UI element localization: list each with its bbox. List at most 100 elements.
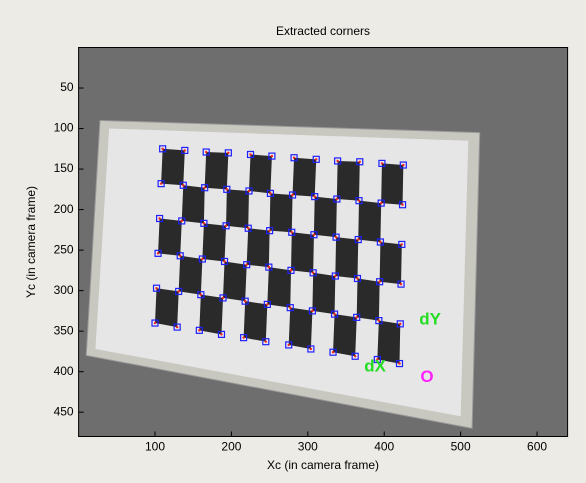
corner-dot (227, 152, 229, 154)
x-tick-label: 100 (145, 440, 165, 454)
corner-dot (401, 243, 403, 245)
corner-dot (313, 234, 315, 236)
corner-dot (335, 236, 337, 238)
corner-dot (354, 355, 356, 357)
corner-dot (334, 275, 336, 277)
y-tick-label: 450 (54, 404, 74, 418)
corner-dot (291, 231, 293, 233)
figure: Extracted corners Xc (in camera frame) Y… (0, 0, 586, 478)
corner-dot (242, 336, 244, 338)
corner-dot (293, 157, 295, 159)
corner-dot (333, 313, 335, 315)
y-tick-label: 250 (54, 242, 74, 256)
checker-square (270, 193, 293, 232)
checker-square (337, 161, 360, 201)
y-tick-label: 350 (54, 323, 74, 337)
corner-dot (379, 241, 381, 243)
corner-dot (268, 266, 270, 268)
corner-dot (158, 217, 160, 219)
annotation: dX (364, 356, 386, 375)
checker-square (380, 242, 402, 284)
corner-dot (220, 333, 222, 335)
corner-dot (222, 297, 224, 299)
corner-dot (311, 310, 313, 312)
corner-dot (310, 348, 312, 350)
corner-dot (155, 287, 157, 289)
checker-square (161, 149, 185, 185)
corner-dot (359, 161, 361, 163)
corner-dot (398, 362, 400, 364)
x-tick-label: 300 (298, 440, 318, 454)
corner-dot (288, 344, 290, 346)
corner-dot (200, 293, 202, 295)
annotation: O (420, 367, 433, 386)
corner-dot (358, 199, 360, 201)
corner-dot (223, 260, 225, 262)
x-tick-label: 400 (374, 440, 394, 454)
corner-dot (160, 182, 162, 184)
corner-dot (245, 263, 247, 265)
corner-dot (336, 198, 338, 200)
corner-dot (291, 194, 293, 196)
y-tick-label: 200 (54, 202, 74, 216)
corner-dot (244, 300, 246, 302)
corner-dot (161, 148, 163, 150)
annotation: dY (419, 309, 441, 328)
y-tick-label: 100 (54, 121, 74, 135)
corner-dot (378, 281, 380, 283)
corner-dot (269, 192, 271, 194)
corner-dot (313, 195, 315, 197)
corner-dot (356, 277, 358, 279)
y-tick-label: 150 (54, 161, 74, 175)
corner-dot (266, 303, 268, 305)
corner-dot (271, 155, 273, 157)
checker-square (335, 237, 358, 278)
corner-dot (226, 188, 228, 190)
corner-dot (249, 153, 251, 155)
corner-dot (356, 316, 358, 318)
corner-dot (378, 319, 380, 321)
y-tick-label: 300 (54, 283, 74, 297)
corner-dot (290, 269, 292, 271)
corner-dot (357, 238, 359, 240)
x-axis-label: Xc (in camera frame) (267, 458, 379, 472)
corner-dot (336, 160, 338, 162)
x-tick-label: 600 (527, 440, 547, 454)
corner-dot (312, 272, 314, 274)
chart-title: Extracted corners (276, 24, 370, 38)
checker-square (291, 232, 314, 273)
corner-dot (315, 158, 317, 160)
corner-dot (177, 290, 179, 292)
checker-square (293, 158, 317, 197)
corner-dot (179, 255, 181, 257)
corner-dot (225, 225, 227, 227)
corner-dot (401, 204, 403, 206)
checker-square (314, 197, 337, 238)
x-tick-label: 200 (221, 440, 241, 454)
corner-dot (203, 222, 205, 224)
corner-dot (181, 220, 183, 222)
corner-dot (402, 164, 404, 166)
corner-dot (176, 326, 178, 328)
corner-dot (265, 340, 267, 342)
y-tick-label: 400 (54, 364, 74, 378)
corner-dot (248, 190, 250, 192)
checker-square (381, 163, 403, 204)
corner-dot (381, 162, 383, 164)
corner-dot (198, 329, 200, 331)
corner-dot (268, 229, 270, 231)
x-tick-label: 500 (451, 440, 471, 454)
corner-dot (201, 258, 203, 260)
corner-dot (400, 283, 402, 285)
y-tick-label: 50 (60, 80, 74, 94)
page: {"chart_data": {"type": "scatter", "titl… (0, 0, 586, 483)
corner-dot (289, 306, 291, 308)
corner-dot (399, 323, 401, 325)
corner-dot (182, 184, 184, 186)
corner-dot (154, 322, 156, 324)
y-axis-label: Yc (in camera frame) (24, 186, 38, 298)
checker-square (358, 201, 381, 242)
corner-dot (157, 252, 159, 254)
checker-square (205, 152, 229, 189)
corner-dot (205, 151, 207, 153)
